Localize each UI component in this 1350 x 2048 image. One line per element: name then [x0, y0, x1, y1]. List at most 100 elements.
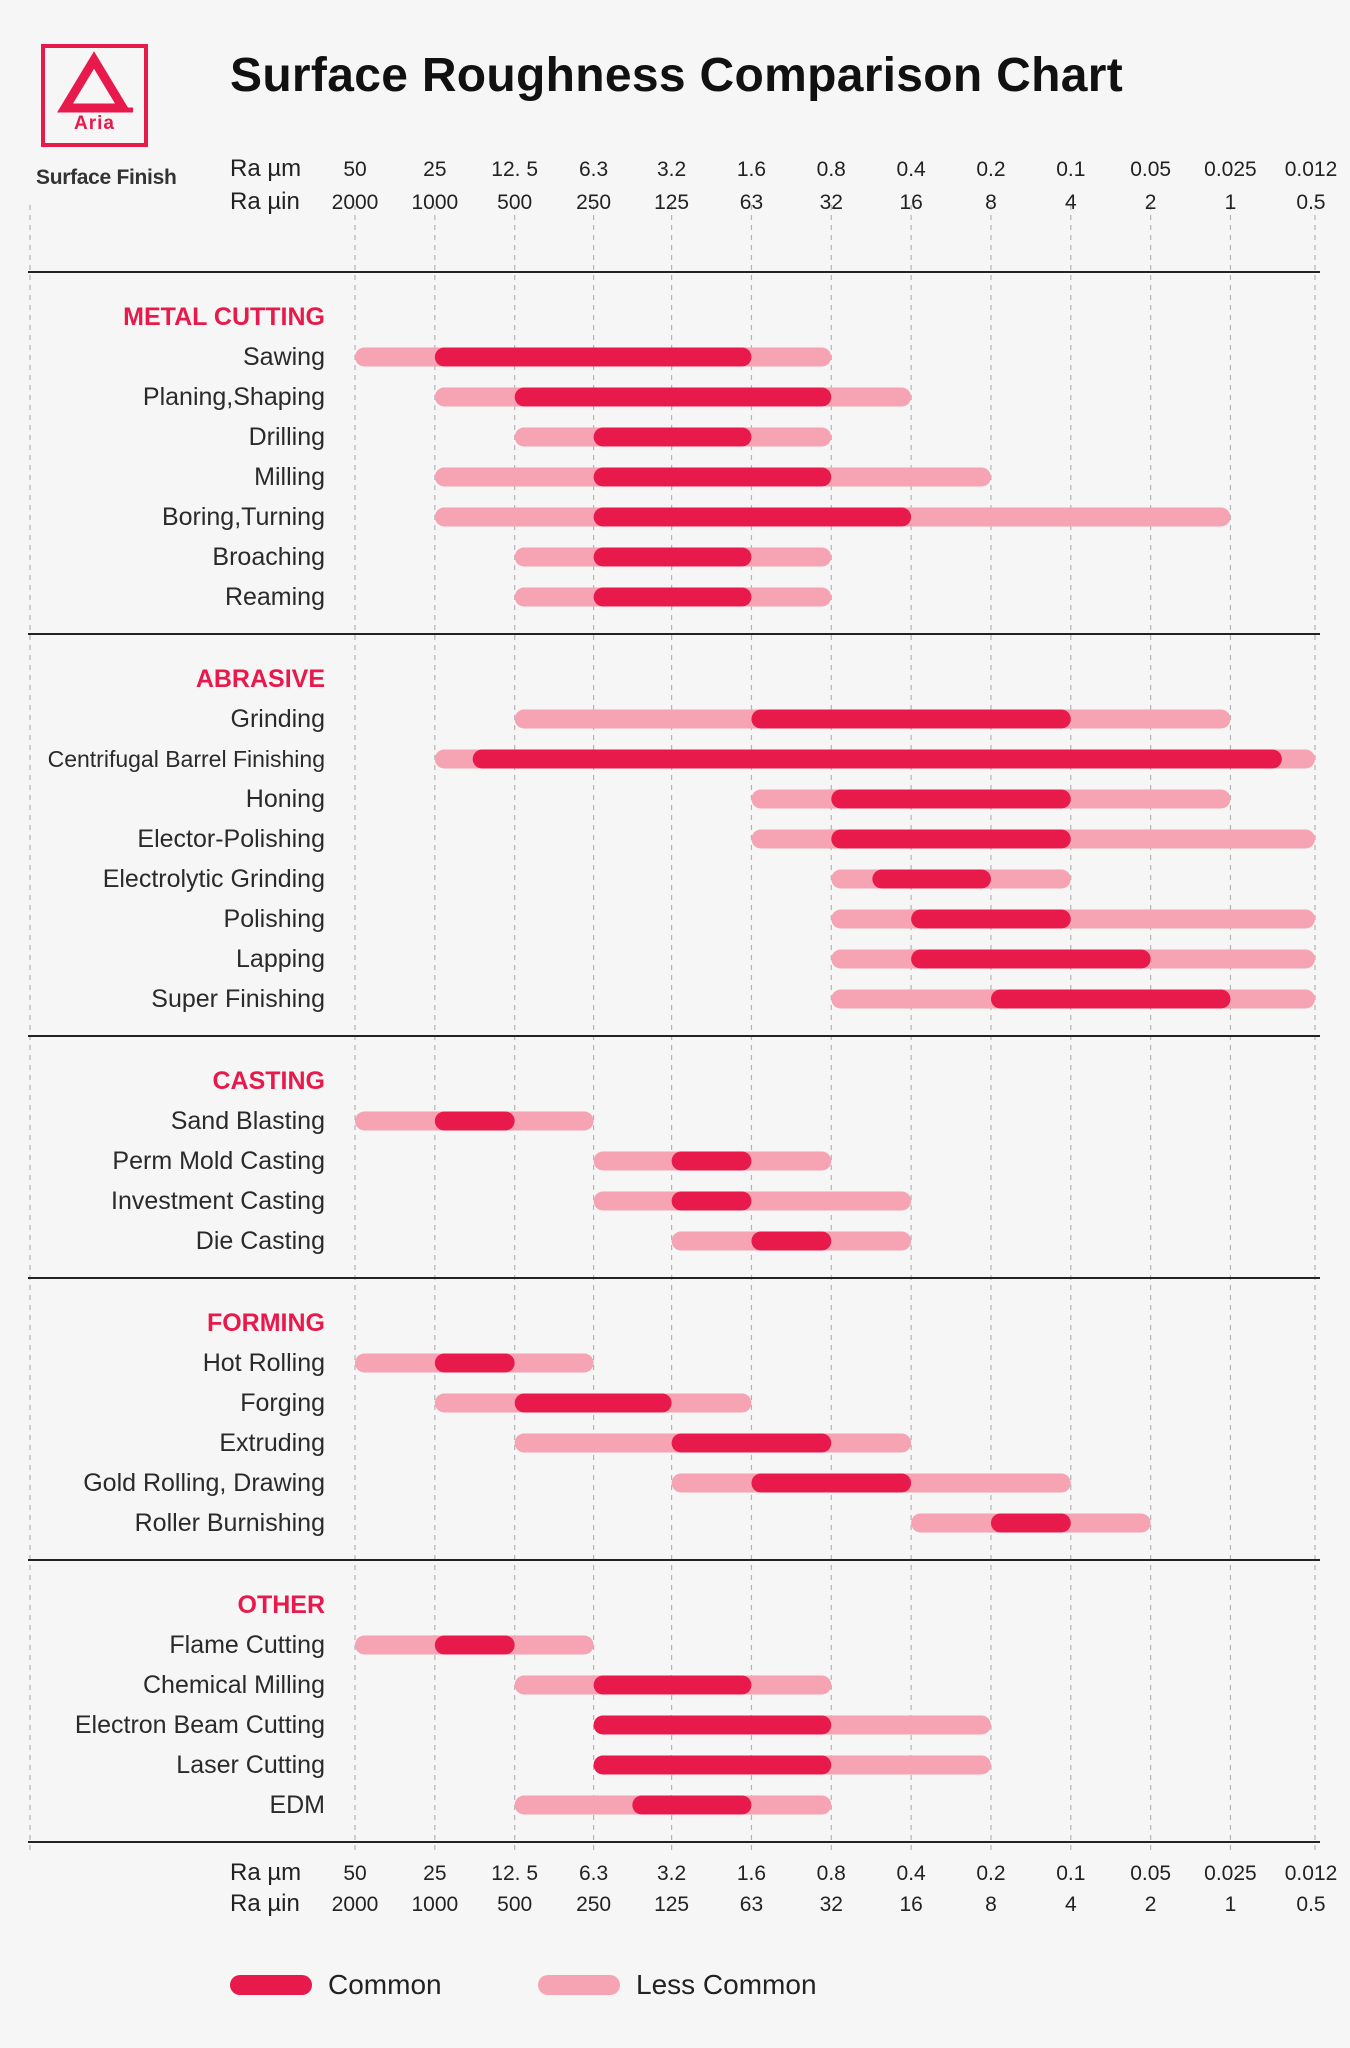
process-label: Hot Rolling — [203, 1349, 325, 1377]
process-label: Drilling — [249, 423, 325, 451]
tick-label-um: 0.05 — [1130, 1862, 1171, 1885]
tick-label-um: 0.1 — [1056, 1862, 1085, 1885]
tick-label-uin: 32 — [820, 1893, 843, 1916]
process-label: Chemical Milling — [143, 1671, 325, 1699]
tick-label-uin: 0.5 — [1296, 191, 1325, 214]
tick-label-uin: 125 — [654, 1893, 689, 1916]
logo-subtitle: Surface Finish — [36, 166, 177, 189]
process-label: Reaming — [225, 583, 325, 611]
process-label: Investment Casting — [111, 1187, 325, 1215]
process-label: Roller Burnishing — [135, 1509, 325, 1537]
common-bar — [593, 547, 752, 567]
common-bar — [593, 1755, 832, 1775]
tick-label-um: 12. 5 — [491, 158, 538, 181]
tick-label-uin: 8 — [985, 1893, 997, 1916]
common-bar — [632, 1795, 752, 1815]
common-bar — [593, 427, 752, 447]
tick-label-uin: 2 — [1145, 1893, 1157, 1916]
common-bar — [831, 789, 1071, 809]
common-bar — [593, 587, 752, 607]
process-label: Polishing — [224, 905, 325, 933]
tick-label-um: 25 — [423, 158, 446, 181]
common-bar — [671, 1191, 752, 1211]
tick-label-uin: 250 — [576, 191, 611, 214]
common-bar — [434, 1111, 515, 1131]
tick-label-uin: 4 — [1065, 191, 1077, 214]
process-label: Electrolytic Grinding — [103, 865, 325, 893]
common-bar — [911, 949, 1151, 969]
aria-logo: Aria — [41, 44, 148, 147]
process-label: Extruding — [219, 1429, 325, 1457]
group-header: ABRASIVE — [196, 665, 325, 693]
process-label: Gold Rolling, Drawing — [83, 1469, 325, 1497]
process-label: Flame Cutting — [169, 1631, 325, 1659]
tick-label-um: 0.2 — [976, 158, 1005, 181]
tick-label-uin: 2000 — [332, 1893, 379, 1916]
common-bar — [514, 1393, 672, 1413]
tick-label-um: 50 — [343, 158, 366, 181]
process-label: EDM — [269, 1791, 325, 1819]
process-label: Sawing — [243, 343, 325, 371]
process-label: Planing,Shaping — [143, 383, 325, 411]
tick-label-um: 3.2 — [657, 1862, 686, 1885]
common-bar — [472, 749, 1282, 769]
common-bar — [751, 1473, 912, 1493]
tick-label-um: 3.2 — [657, 158, 686, 181]
tick-label-um: 0.4 — [897, 1862, 927, 1885]
tick-label-um: 0.012 — [1285, 1862, 1338, 1885]
tick-label-uin: 500 — [497, 191, 532, 214]
process-label: Grinding — [231, 705, 326, 733]
process-label: Die Casting — [196, 1227, 325, 1255]
common-bar — [671, 1433, 832, 1453]
group-header: OTHER — [238, 1591, 326, 1619]
less-common-bar — [831, 909, 1315, 929]
less-common-swatch — [538, 1975, 620, 1995]
process-label: Boring,Turning — [162, 503, 325, 531]
tick-label-um: 1.6 — [737, 158, 766, 181]
tick-label-uin: 2000 — [332, 191, 379, 214]
tick-label-uin: 1000 — [411, 1893, 458, 1916]
tick-label-um: 50 — [343, 1862, 366, 1885]
tick-label-um: 0.8 — [817, 158, 846, 181]
tick-label-um: 0.025 — [1204, 1862, 1257, 1885]
tick-label-uin: 1 — [1225, 1893, 1237, 1916]
tick-label-uin: 63 — [740, 1893, 763, 1916]
common-swatch — [230, 1975, 312, 1995]
group-header: METAL CUTTING — [123, 303, 325, 331]
axis-label-top-uin: Ra µin — [230, 188, 300, 215]
common-bar — [872, 869, 991, 889]
logo-text: Aria — [74, 113, 115, 134]
tick-label-uin: 250 — [576, 1893, 611, 1916]
tick-label-um: 6.3 — [579, 1862, 608, 1885]
tick-label-um: 0.012 — [1285, 158, 1338, 181]
common-bar — [434, 1353, 515, 1373]
axis-label-bottom-um: Ra µm — [230, 1859, 301, 1886]
process-label: Elector-Polishing — [137, 825, 325, 853]
process-label: Centrifugal Barrel Finishing — [48, 746, 325, 772]
process-label: Super Finishing — [151, 985, 325, 1013]
legend-less-common-label: Less Common — [636, 1969, 817, 2000]
tick-label-um: 1.6 — [737, 1862, 766, 1885]
tick-label-um: 6.3 — [579, 158, 608, 181]
tick-label-uin: 63 — [740, 191, 763, 214]
common-bar — [831, 829, 1071, 849]
triangle-logo-icon — [57, 51, 133, 113]
process-label: Sand Blasting — [171, 1107, 325, 1135]
process-label: Laser Cutting — [176, 1751, 325, 1779]
common-bar — [911, 909, 1071, 929]
tick-label-um: 12. 5 — [491, 1862, 538, 1885]
process-label: Forging — [240, 1389, 325, 1417]
common-bar — [990, 1513, 1071, 1533]
less-common-bar — [593, 1191, 912, 1211]
legend-common-label: Common — [328, 1969, 442, 2000]
process-label: Lapping — [236, 945, 325, 973]
process-label: Honing — [246, 785, 325, 813]
tick-label-uin: 2 — [1145, 191, 1157, 214]
common-bar — [751, 1231, 832, 1251]
common-bar — [671, 1151, 752, 1171]
axis-label-bottom-uin: Ra µin — [230, 1890, 300, 1917]
tick-label-um: 0.05 — [1130, 158, 1171, 181]
tick-label-um: 0.8 — [817, 1862, 846, 1885]
group-header: FORMING — [207, 1309, 325, 1337]
